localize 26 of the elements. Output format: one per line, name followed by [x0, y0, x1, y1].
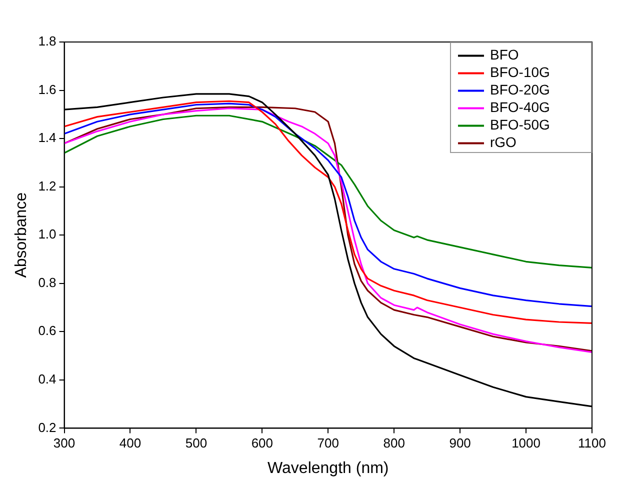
legend-label: BFO-40G — [490, 99, 550, 116]
x-tick-label: 900 — [449, 436, 471, 451]
x-tick-label: 1100 — [578, 436, 606, 451]
x-tick-label: 1000 — [512, 436, 540, 451]
legend-label: BFO-10G — [490, 64, 550, 80]
y-tick-label: 0.2 — [38, 420, 56, 435]
legend-label: BFO — [490, 46, 519, 63]
x-tick-label: 300 — [53, 436, 76, 451]
x-tick-label: 400 — [119, 436, 142, 451]
y-tick-label: 1.0 — [38, 226, 56, 242]
legend-label: BFO-50G — [490, 116, 550, 133]
legend-label: rGO — [490, 134, 517, 150]
y-tick-label: 0.4 — [38, 372, 56, 387]
x-tick-label: 600 — [251, 436, 274, 451]
y-tick-label: 1.2 — [38, 178, 56, 194]
x-tick-label: 500 — [185, 436, 208, 451]
x-tick-label: 800 — [383, 436, 405, 451]
x-tick-label: 700 — [317, 436, 339, 451]
y-tick-label: 0.6 — [38, 323, 56, 338]
legend-label: BFO-20G — [490, 82, 550, 98]
y-axis-title: Absorbance — [13, 192, 30, 278]
x-axis-title: Wavelength (nm) — [268, 460, 389, 477]
y-tick-label: 0.8 — [38, 274, 56, 290]
y-tick-label: 1.4 — [38, 130, 56, 146]
y-tick-label: 1.6 — [38, 82, 56, 97]
y-tick-label: 1.8 — [38, 34, 56, 49]
